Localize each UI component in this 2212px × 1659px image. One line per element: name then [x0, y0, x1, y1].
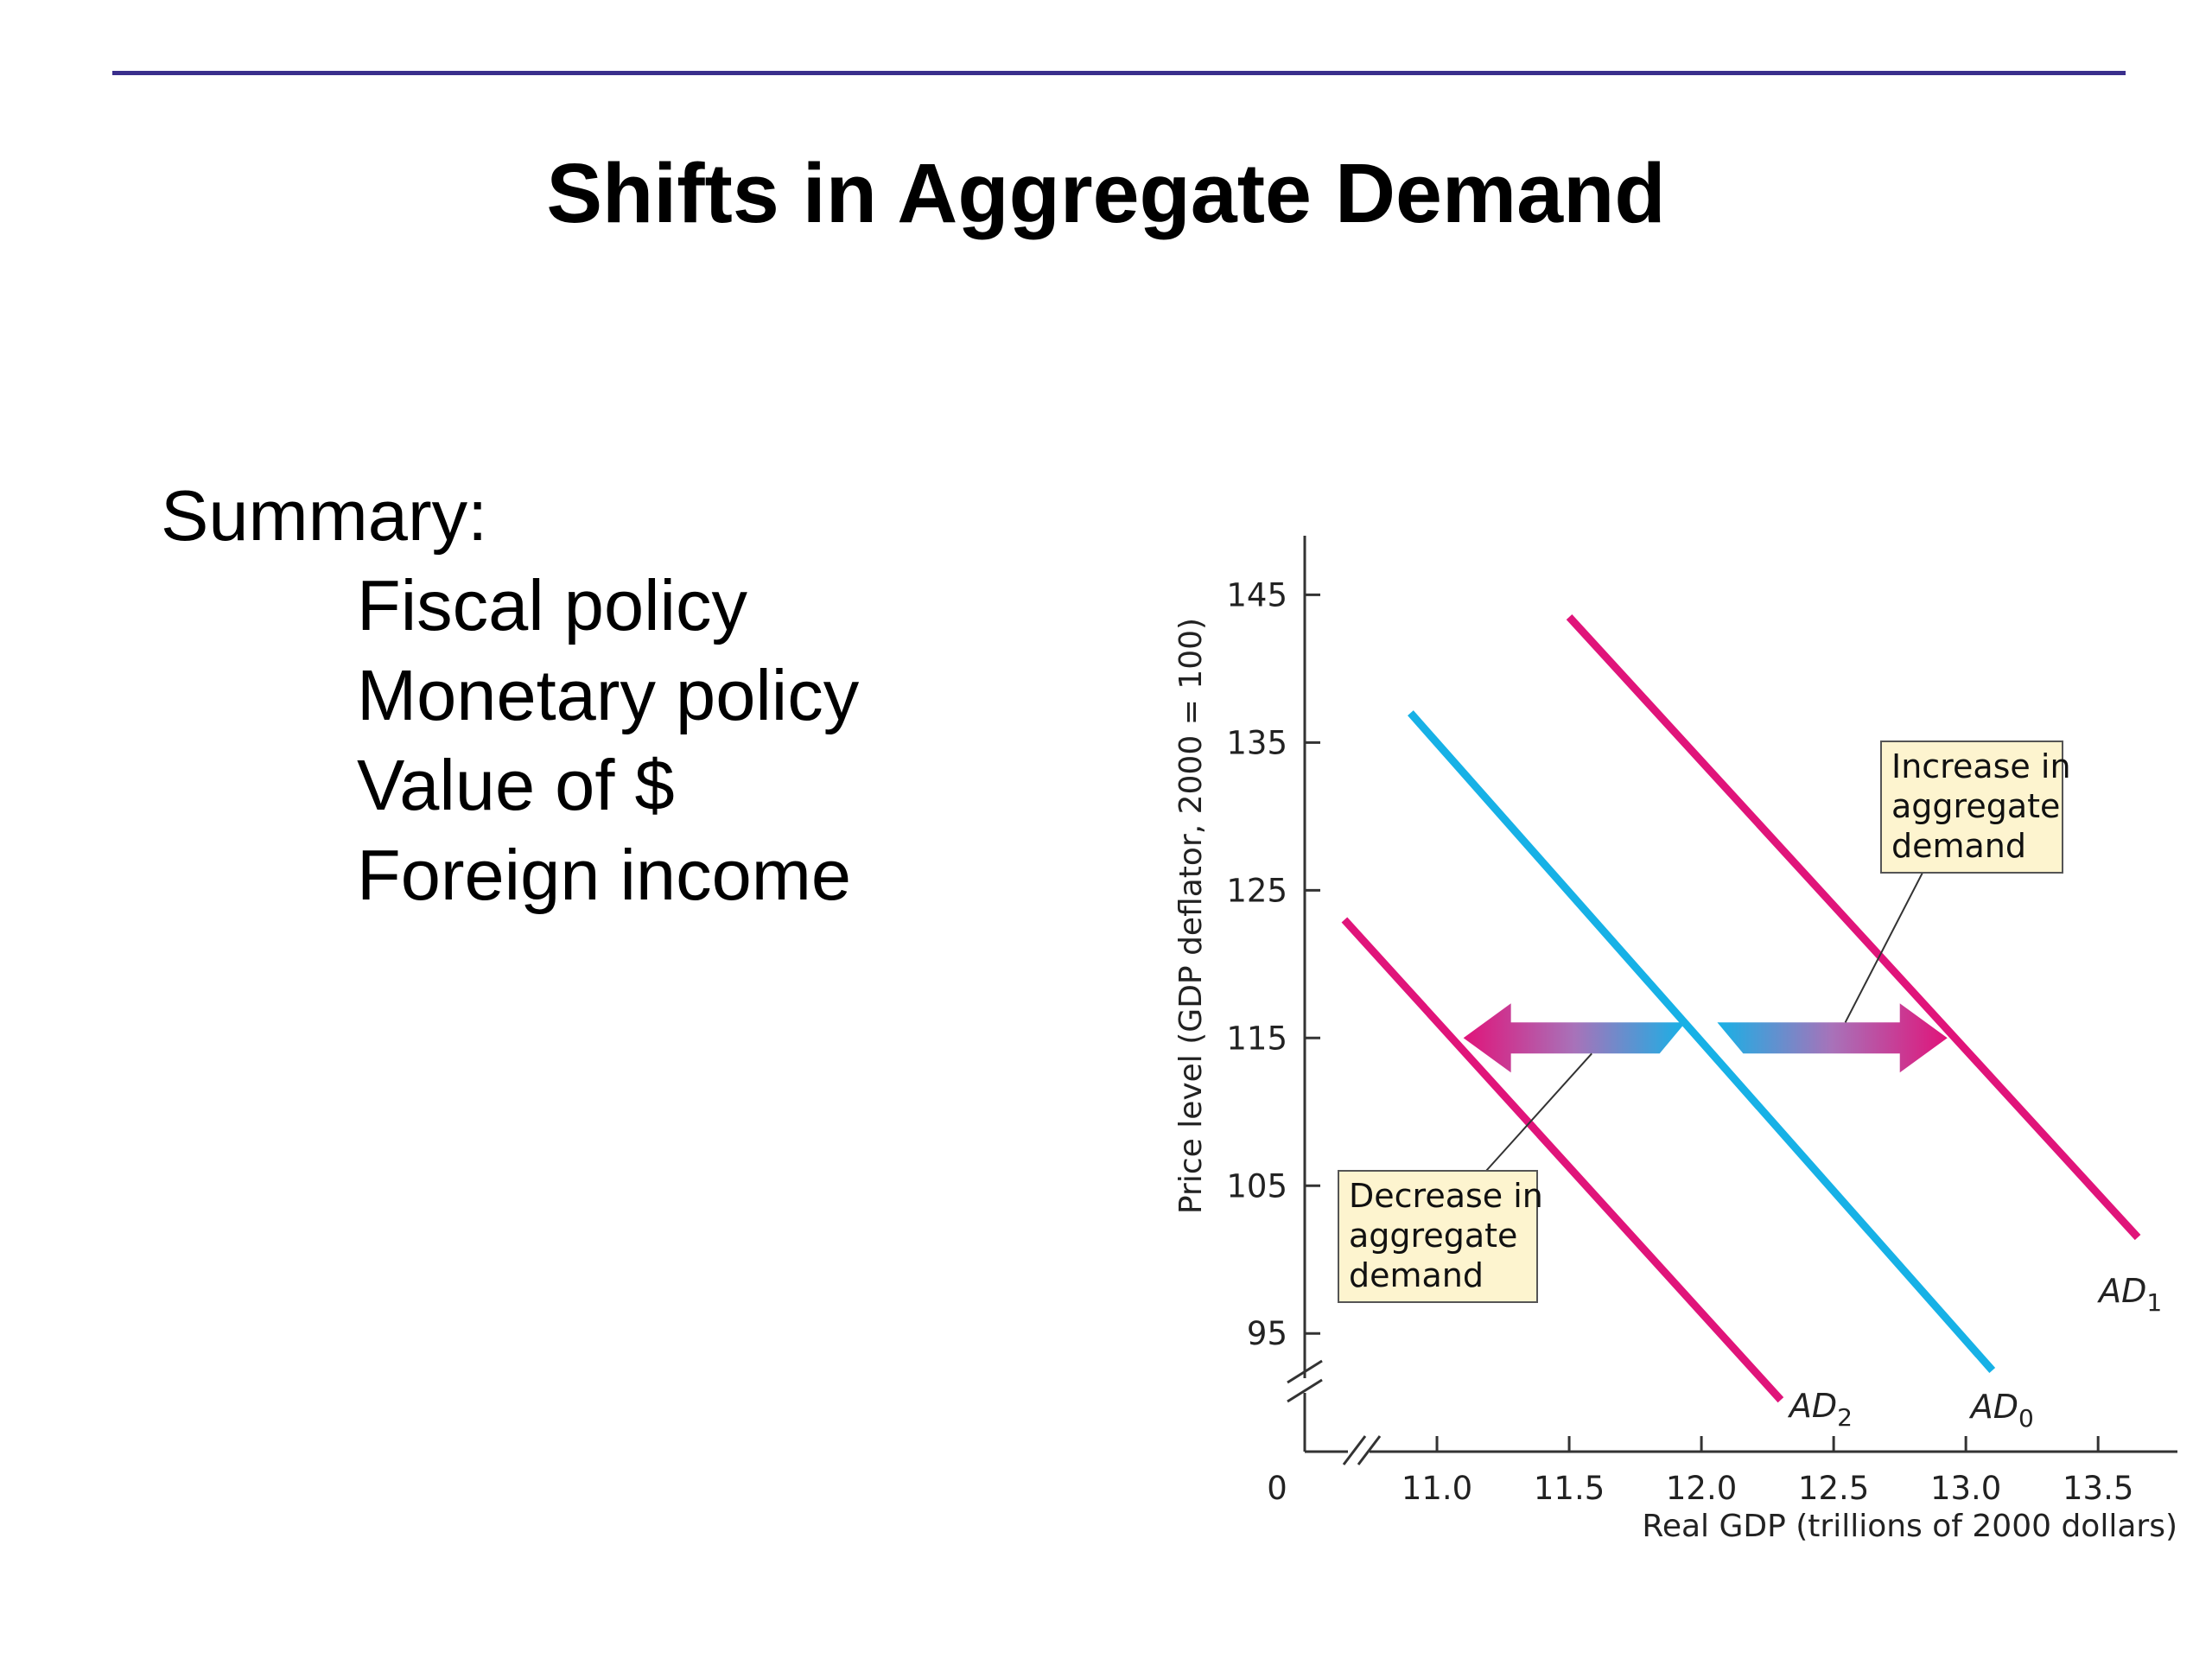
x-tick-label: 12.0 [1666, 1470, 1737, 1507]
increase-callout-box [1880, 741, 2063, 874]
series-line-ad1 [1566, 613, 2141, 1241]
decrease-arrow [1463, 1003, 1686, 1073]
callout-leader-line [1844, 872, 1923, 1023]
x-tick-label: 13.5 [2063, 1470, 2133, 1507]
chart-labels: AD1 AD0 AD2 [1787, 1272, 2162, 1433]
x-axis-break-mark [1357, 1435, 1382, 1465]
y-tick-label: 105 [1226, 1167, 1287, 1205]
increase-arrow [1717, 1003, 1948, 1073]
callout-text: demand [1349, 1256, 1484, 1294]
chart-axes: 95 105 115 125 135 145 11.0 11.5 12.0 12.5 13.0 13.… [1173, 536, 2177, 1544]
summary-item-monetary-policy: Monetary policy [357, 655, 860, 735]
x-tick-label: 13.0 [1930, 1470, 2001, 1507]
y-tick-label: 125 [1226, 872, 1287, 909]
y-axis-break-mark [1287, 1359, 1323, 1384]
summary-heading: Summary: [161, 475, 488, 556]
series-label-ad2: AD2 [1787, 1387, 1853, 1432]
origin-label: 0 [1267, 1470, 1287, 1507]
y-axis-title: Price level (GDP deflator, 2000 = 100) [1173, 618, 1209, 1214]
series-line-ad2 [1341, 917, 1784, 1403]
callout-text: Increase in [1891, 747, 2071, 785]
series-line-ad0 [1408, 710, 1996, 1373]
slide-title: Shifts in Aggregate Demand [546, 146, 1666, 240]
x-axis-title: Real GDP (trillions of 2000 dollars) [1642, 1509, 2177, 1544]
y-axis-break-mark [1287, 1378, 1323, 1403]
summary-list: Fiscal policy Monetary policy Value of $… [161, 561, 859, 920]
x-axis-break-mark [1342, 1435, 1367, 1465]
y-tick-label: 95 [1247, 1315, 1287, 1352]
y-tick-label: 135 [1226, 724, 1287, 761]
summary-item-value-of-dollar: Value of $ [357, 745, 675, 825]
callout-text: Decrease in [1349, 1177, 1543, 1215]
x-tick-label: 12.5 [1798, 1470, 1869, 1507]
chart-series [1341, 613, 2141, 1403]
y-tick-label: 115 [1226, 1020, 1287, 1057]
callout-text: aggregate [1349, 1217, 1517, 1255]
x-tick-label: 11.0 [1402, 1470, 1472, 1507]
summary-item-fiscal-policy: Fiscal policy [357, 565, 748, 645]
callout-text: aggregate [1891, 787, 2060, 825]
summary-item-foreign-income: Foreign income [357, 835, 852, 915]
series-label-ad0: AD0 [1968, 1388, 2034, 1433]
callout-leader-line [1485, 1052, 1592, 1172]
decrease-callout-box [1338, 1170, 1538, 1303]
callout-text: demand [1891, 827, 2026, 865]
series-label-ad1: AD1 [2096, 1272, 2162, 1317]
top-divider-line [112, 71, 2126, 75]
x-tick-label: 11.5 [1534, 1470, 1605, 1507]
summary-block: Summary: Fiscal policy Monetary policy V… [161, 471, 859, 920]
y-tick-label: 145 [1226, 576, 1287, 613]
